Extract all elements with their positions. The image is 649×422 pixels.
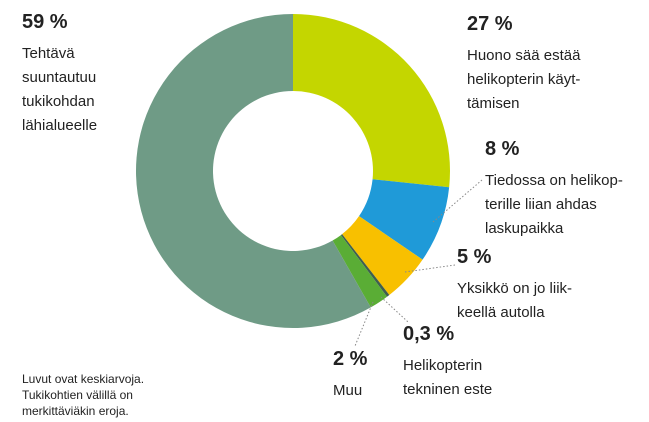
category-label: Helikopterin [403,357,482,374]
category-label: Huono sää estää [467,47,581,64]
category-label: Tehtävä [22,45,75,62]
category-label: terille liian ahdas [485,196,597,213]
note: Luvut ovat keskiarvoja. [22,372,144,386]
leader-lines [354,179,483,347]
donut-segment [293,14,450,188]
category-label: tukikohdan [22,93,95,110]
value-label: 0,3 % [403,323,454,345]
leader-line [432,179,483,223]
category-label: keellä autolla [457,304,545,321]
value-label: 59 % [22,11,68,33]
note: Tukikohtien välillä on [22,388,133,402]
value-label: 27 % [467,13,513,35]
category-label: helikopterin käyt- [467,71,580,88]
category-label: Yksikkö on jo liik- [457,280,572,297]
note: merkittäviäkin eroja. [22,404,129,418]
donut-segment [136,14,371,328]
donut-segment [340,234,390,297]
value-label: 8 % [485,138,520,160]
leader-line [380,296,409,323]
category-label: Tiedossa on helikop- [485,172,623,189]
leader-line [404,264,456,273]
donut-segment [342,216,423,295]
value-label: 2 % [333,348,368,370]
category-label: lähialueelle [22,117,97,134]
donut-segment [359,179,450,260]
category-label: Muu [333,382,362,399]
leader-line [354,301,374,347]
category-label: tekninen este [403,381,492,398]
donut-segment [332,235,388,308]
category-label: laskupaikka [485,220,564,237]
donut [136,14,450,328]
category-label: suuntautuu [22,69,96,86]
category-label: tämisen [467,95,520,112]
value-label: 5 % [457,246,492,268]
